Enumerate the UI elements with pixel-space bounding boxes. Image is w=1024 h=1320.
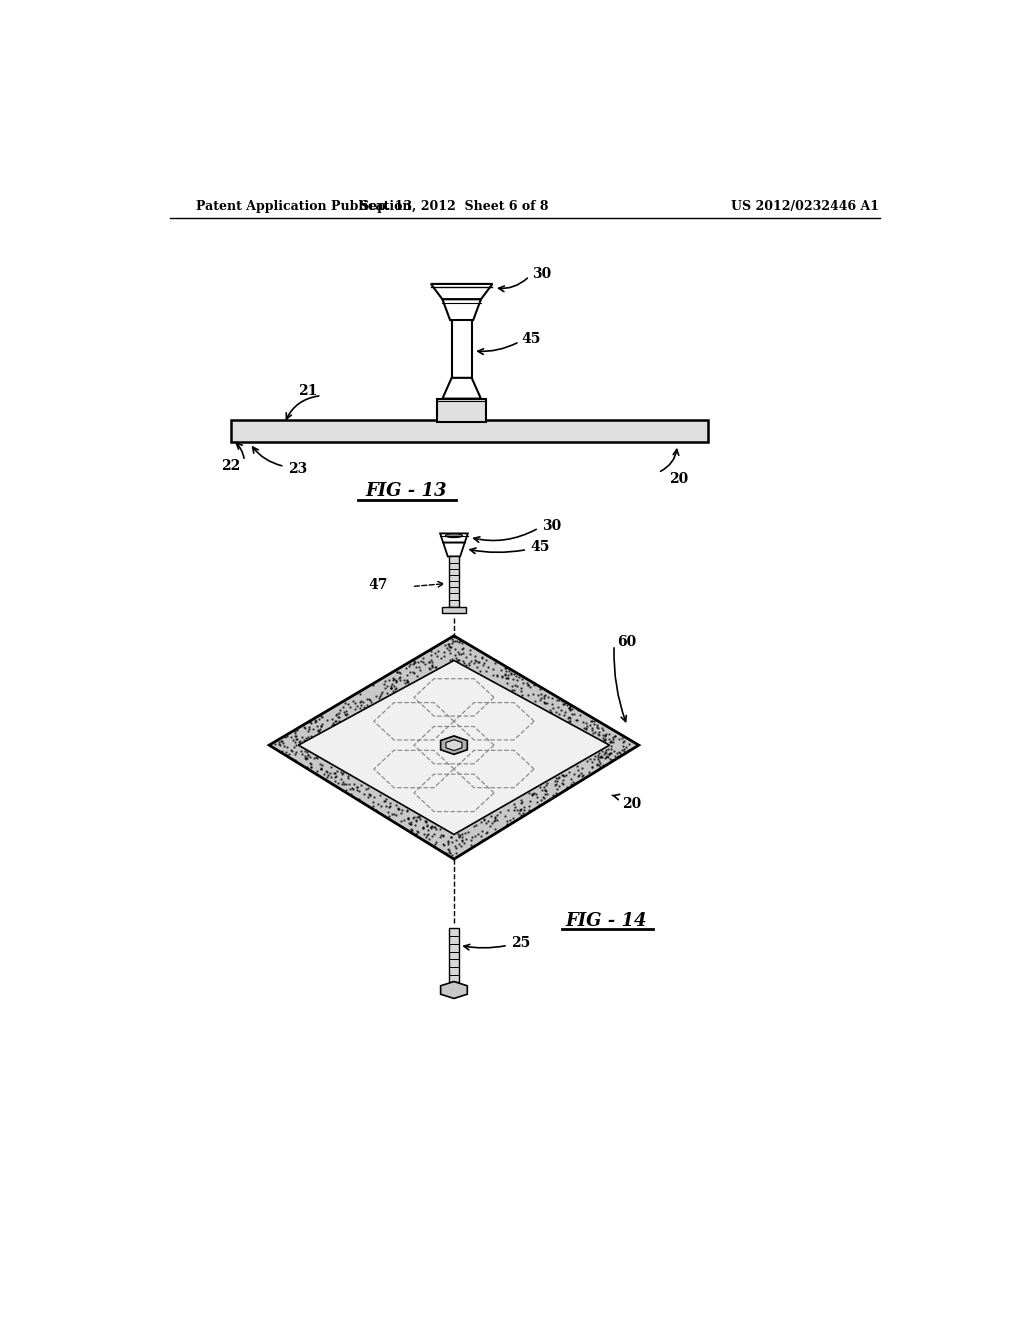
Polygon shape: [443, 543, 465, 557]
Text: 23: 23: [289, 462, 307, 475]
Polygon shape: [442, 378, 481, 399]
Polygon shape: [442, 300, 481, 321]
Polygon shape: [452, 321, 472, 378]
Polygon shape: [440, 737, 467, 755]
FancyBboxPatch shape: [449, 557, 460, 607]
Text: 20: 20: [670, 471, 689, 486]
Text: 30: 30: [532, 267, 552, 281]
Polygon shape: [442, 607, 466, 612]
Polygon shape: [269, 636, 639, 859]
Text: 21: 21: [298, 384, 317, 397]
Ellipse shape: [445, 533, 463, 537]
Polygon shape: [437, 399, 486, 422]
Text: 45: 45: [521, 333, 541, 346]
Text: Patent Application Publication: Patent Application Publication: [196, 199, 412, 213]
Text: 25: 25: [511, 936, 530, 950]
Text: FIG - 13: FIG - 13: [366, 482, 446, 500]
FancyBboxPatch shape: [450, 928, 459, 982]
Text: Sep. 13, 2012  Sheet 6 of 8: Sep. 13, 2012 Sheet 6 of 8: [359, 199, 548, 213]
Polygon shape: [446, 739, 462, 751]
Polygon shape: [440, 533, 468, 543]
Text: 30: 30: [542, 519, 561, 533]
Text: 47: 47: [369, 578, 388, 591]
Polygon shape: [298, 660, 609, 834]
Text: 45: 45: [530, 540, 550, 554]
Polygon shape: [431, 284, 493, 300]
FancyBboxPatch shape: [230, 420, 708, 442]
Text: 60: 60: [617, 635, 637, 649]
Text: US 2012/0232446 A1: US 2012/0232446 A1: [731, 199, 880, 213]
Text: 20: 20: [622, 797, 641, 810]
Text: FIG - 14: FIG - 14: [565, 912, 647, 929]
Polygon shape: [440, 982, 467, 998]
Text: 22: 22: [221, 459, 241, 474]
